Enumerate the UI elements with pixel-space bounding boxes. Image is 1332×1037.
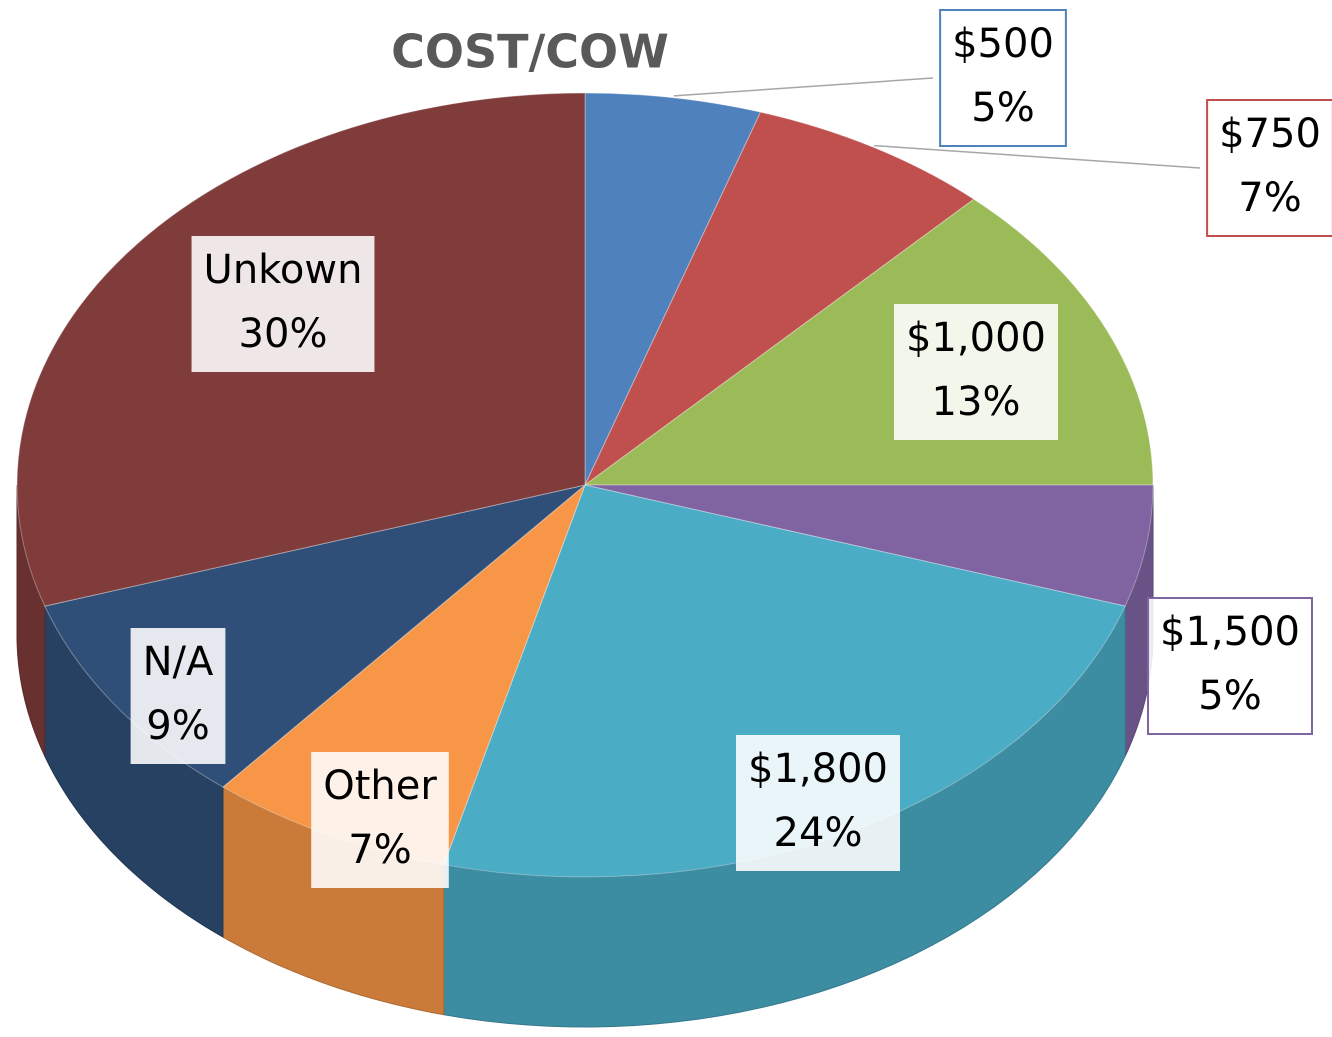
label-value: 5% bbox=[1198, 673, 1261, 719]
leader-line bbox=[673, 77, 934, 97]
label-category: N/A bbox=[143, 639, 214, 685]
label-box bbox=[894, 304, 1058, 440]
label-category: Other bbox=[323, 763, 437, 809]
data-label: $1,800 24% bbox=[736, 735, 900, 871]
data-label: $500 5% bbox=[939, 9, 1067, 147]
label-box bbox=[939, 9, 1067, 147]
leader-line bbox=[874, 144, 1201, 169]
slice bbox=[584, 111, 975, 486]
data-label: N/A 9% bbox=[130, 628, 226, 764]
label-category: $500 bbox=[952, 21, 1054, 67]
label-category: $1,500 bbox=[1160, 609, 1300, 655]
label-category: Unkown bbox=[204, 247, 363, 293]
label-category: $1,800 bbox=[748, 746, 888, 792]
label-value: 30% bbox=[239, 311, 328, 357]
label-value: 7% bbox=[1238, 175, 1301, 221]
label-box bbox=[1206, 99, 1332, 237]
data-label: $1,500 5% bbox=[1147, 597, 1313, 735]
label-value: 24% bbox=[774, 810, 863, 856]
slice bbox=[584, 484, 1154, 607]
label-box bbox=[130, 628, 226, 764]
label-value: 5% bbox=[971, 85, 1034, 131]
label-box bbox=[311, 752, 449, 888]
label-box bbox=[191, 236, 375, 372]
label-category: $1,000 bbox=[906, 315, 1046, 361]
data-label: Unkown 30% bbox=[191, 236, 375, 372]
data-label: $750 7% bbox=[1206, 99, 1332, 237]
label-value: 9% bbox=[146, 703, 209, 749]
slice bbox=[584, 92, 762, 486]
chart-title: COST/COW bbox=[391, 25, 669, 79]
data-label: $1,000 13% bbox=[894, 304, 1058, 440]
label-box bbox=[1147, 597, 1313, 735]
label-category: $750 bbox=[1219, 111, 1321, 157]
label-value: 7% bbox=[348, 827, 411, 873]
label-value: 13% bbox=[932, 379, 1021, 425]
label-box bbox=[736, 735, 900, 871]
data-label: Other 7% bbox=[311, 752, 449, 888]
